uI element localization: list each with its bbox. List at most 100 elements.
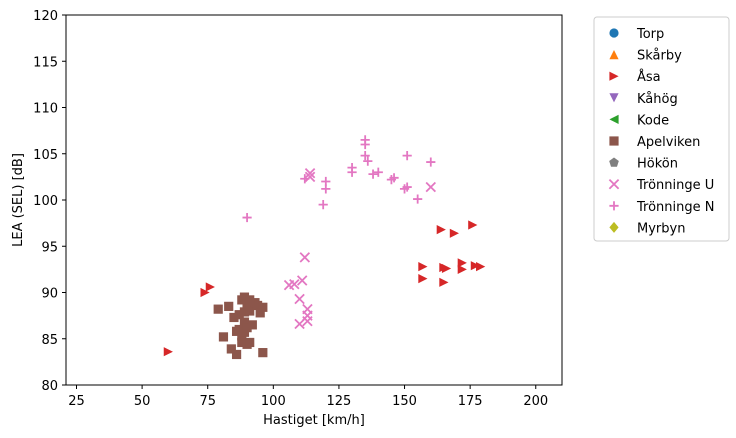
data-point <box>252 300 263 311</box>
data-point <box>318 200 328 210</box>
data-point <box>226 344 236 354</box>
legend-marker <box>609 50 619 60</box>
data-point <box>373 167 383 177</box>
data-point <box>347 163 357 173</box>
legend-marker <box>609 201 619 211</box>
x-tick-label: 175 <box>458 394 483 409</box>
data-point <box>402 151 412 161</box>
axes: 25 50 75 100 125 150 175 200 80 85 90 95 100 105 110 11… <box>33 9 563 409</box>
data-point <box>163 347 173 357</box>
y-axis-label: LEA (SEL) [dB] <box>11 153 26 247</box>
legend-marker <box>609 157 619 167</box>
data-point <box>321 176 331 187</box>
data-point <box>242 212 252 223</box>
axes-frame <box>65 14 563 386</box>
x-tick-label: 150 <box>392 394 417 409</box>
legend-marker <box>609 221 619 233</box>
legend-label: Apelviken <box>637 135 700 150</box>
data-point <box>425 181 437 193</box>
data-point <box>439 277 449 287</box>
data-point <box>245 306 255 316</box>
data-point <box>213 304 223 314</box>
y-tick-label: 90 <box>41 287 58 302</box>
x-tick-label: 75 <box>199 394 216 409</box>
data-point <box>234 324 244 335</box>
plot-area <box>163 135 486 360</box>
legend-entry: Torp <box>609 27 664 42</box>
y-tick-label: 105 <box>33 148 58 163</box>
legend-marker <box>609 136 619 146</box>
data-point <box>289 278 300 290</box>
data-point <box>239 327 250 337</box>
x-tick-label: 125 <box>327 394 352 409</box>
data-point <box>294 293 305 305</box>
data-point <box>426 157 436 167</box>
legend-label: Åsa <box>637 69 661 85</box>
data-point <box>205 282 215 292</box>
legend-label: Trönninge N <box>636 200 714 215</box>
legend-entry: Kode <box>609 113 669 128</box>
legend-entry: Myrbyn <box>609 221 685 236</box>
legend-label: Torp <box>636 27 664 42</box>
series-2 <box>163 220 486 357</box>
data-point <box>402 182 412 192</box>
data-point <box>255 308 265 318</box>
legend-label: Myrbyn <box>637 221 685 236</box>
legend-marker <box>609 114 619 124</box>
data-point <box>247 320 257 330</box>
legend-label: Kåhög <box>637 92 678 107</box>
data-point <box>436 225 446 235</box>
data-point <box>245 337 255 348</box>
legend-marker <box>609 71 619 81</box>
data-point <box>300 174 310 184</box>
legend-entry: Trönninge U <box>608 178 714 193</box>
x-tick-label: 50 <box>134 394 151 409</box>
legend-label: Hökön <box>637 157 678 172</box>
data-point <box>239 292 250 302</box>
y-tick-label: 80 <box>41 379 58 394</box>
data-point <box>296 275 308 286</box>
legend-label: Kode <box>637 113 669 128</box>
data-point <box>470 261 480 271</box>
data-point <box>234 310 244 320</box>
data-point <box>418 274 428 284</box>
y-tick-label: 100 <box>33 194 58 209</box>
y-tick-label: 120 <box>33 9 58 24</box>
legend-entry: Skårby <box>609 49 682 64</box>
y-tick-label: 85 <box>41 333 58 348</box>
legend-entry: Trönninge N <box>609 200 714 215</box>
data-point <box>360 151 370 161</box>
data-point <box>231 349 242 360</box>
data-point <box>242 299 252 310</box>
data-point <box>413 194 423 204</box>
legend-entry: Kåhög <box>609 92 678 107</box>
y-tick-label: 95 <box>41 240 58 255</box>
data-point <box>457 264 467 274</box>
data-point <box>449 228 460 238</box>
legend-box <box>593 16 730 242</box>
data-point <box>299 252 311 263</box>
x-tick-label: 100 <box>261 394 286 409</box>
legend-marker <box>608 178 620 190</box>
data-point <box>368 169 378 179</box>
data-point <box>418 262 428 272</box>
data-point <box>237 337 247 348</box>
data-point <box>200 287 210 298</box>
legend-label: Skårby <box>637 49 682 64</box>
legend: Torp Skårby Åsa Kåhög Kode Apelviken Hökön Trön… <box>593 16 730 242</box>
series-5 <box>213 292 268 360</box>
data-point <box>360 139 370 150</box>
data-point <box>242 323 252 333</box>
data-point <box>229 312 239 323</box>
x-tick-label: 200 <box>523 394 548 409</box>
data-point <box>304 167 316 179</box>
data-point <box>302 315 313 327</box>
data-point <box>258 302 268 312</box>
x-tick-label: 25 <box>68 394 85 409</box>
data-point <box>476 262 486 272</box>
y-tick-label: 115 <box>33 55 58 70</box>
series-7 <box>283 167 437 330</box>
series-8 <box>242 135 436 223</box>
legend-entry: Apelviken <box>609 135 700 150</box>
y-tick-label: 110 <box>33 102 58 117</box>
